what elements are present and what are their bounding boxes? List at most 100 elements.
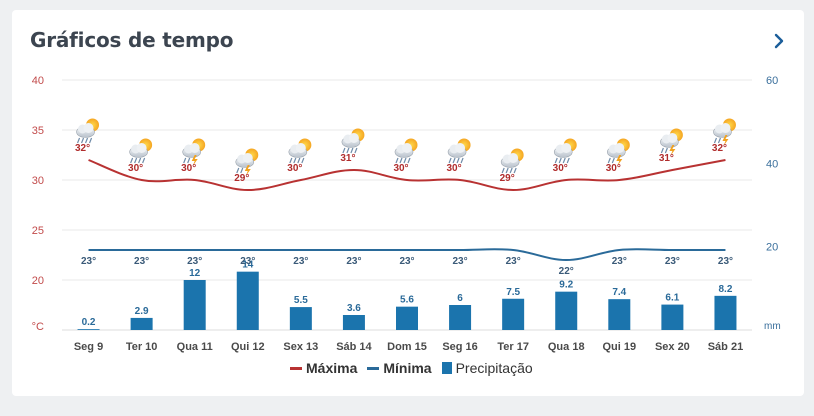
min-temp-label: 23° — [81, 256, 96, 267]
left-axis-tick: 25 — [32, 225, 44, 237]
x-axis-tick: Ter 17 — [497, 341, 529, 353]
precip-bar — [236, 271, 259, 330]
cloud-puff — [189, 143, 200, 153]
rain-icon — [288, 138, 312, 164]
rain-drop — [142, 157, 146, 164]
min-temp-label: 23° — [718, 256, 733, 267]
rain-drop — [289, 157, 293, 164]
rain-drop — [456, 157, 460, 164]
precip-label: 0.2 — [82, 317, 96, 328]
lightning-bolt — [722, 135, 729, 146]
cloud-puff — [508, 153, 519, 163]
rain-icon — [394, 138, 418, 164]
x-axis-tick: Seg 9 — [74, 341, 103, 353]
min-temp-label: 23° — [399, 256, 414, 267]
precip-label: 2.9 — [135, 306, 149, 317]
rain-drop — [297, 157, 301, 164]
rain-drop — [84, 137, 89, 144]
right-axis-tick: 40 — [766, 158, 778, 170]
min-temp-label: 23° — [293, 256, 308, 267]
x-axis-tick: Sáb 21 — [708, 341, 743, 353]
cloud-puff — [83, 123, 94, 133]
precip-bar — [714, 295, 737, 330]
rain-drop — [607, 157, 611, 164]
x-axis-tick: Qua 18 — [548, 341, 585, 353]
legend-item-max[interactable]: Máxima — [290, 360, 357, 376]
storm-icon — [182, 138, 206, 166]
cloud-puff — [402, 143, 412, 153]
max-temp-label: 30° — [606, 163, 621, 174]
precip-label: 14 — [242, 260, 254, 271]
min-temp-label: 23° — [665, 256, 680, 267]
precip-bar — [449, 305, 472, 330]
left-axis-tick: 20 — [32, 275, 44, 287]
cloud-puff — [720, 123, 731, 133]
max-temp-label: 31° — [340, 153, 355, 164]
x-axis-tick: Ter 10 — [126, 341, 158, 353]
rain-drop — [664, 147, 668, 154]
card-title: Gráficos de tempo — [30, 28, 234, 52]
precip-bar — [130, 317, 153, 330]
rain-drop — [660, 147, 664, 154]
legend-item-min[interactable]: Mínima — [367, 360, 432, 376]
x-axis-tick: Qua 11 — [177, 341, 213, 353]
precip-label: 8.2 — [719, 284, 733, 295]
precip-bar — [502, 298, 525, 330]
x-axis-tick: Sex 13 — [283, 341, 318, 353]
x-axis-tick: Qui 12 — [231, 341, 265, 353]
rain-drop — [505, 167, 509, 174]
rain-drop — [399, 157, 403, 164]
min-temp-label: 23° — [187, 256, 202, 267]
rain-icon — [447, 138, 471, 164]
rain-drop — [293, 157, 297, 164]
legend-precip-swatch — [441, 362, 452, 374]
weather-charts-card: Gráficos de tempo — [12, 10, 804, 396]
rain-drop — [611, 157, 615, 164]
max-temp-label: 29° — [234, 173, 249, 184]
min-temp-label: 23° — [506, 256, 521, 267]
rain-drop — [88, 137, 93, 144]
rain-icon — [341, 128, 365, 154]
min-temp-label: 22° — [559, 266, 574, 277]
x-axis-tick: Seg 16 — [442, 341, 477, 353]
rain-drop — [134, 157, 138, 164]
rain-drop — [342, 147, 346, 154]
cloud-puff — [561, 143, 572, 153]
chart-legend: Máxima Mínima Precipitação — [290, 358, 533, 378]
rain-drop — [448, 157, 452, 164]
rain-drop — [395, 157, 399, 164]
rain-drop — [558, 157, 562, 164]
rain-drop — [240, 167, 244, 174]
min-temp-label: 23° — [453, 256, 468, 267]
x-axis-tick: Qui 19 — [602, 341, 636, 353]
rain-drop — [187, 157, 191, 164]
rain-icon — [129, 138, 153, 164]
legend-min-label: Mínima — [383, 360, 432, 376]
rain-icon — [553, 138, 577, 164]
left-axis-unit: °C — [32, 321, 44, 333]
rain-icon — [500, 148, 524, 174]
rain-drop — [403, 157, 407, 164]
rain-drop — [346, 147, 350, 154]
rain-icon — [76, 118, 100, 144]
precip-label: 6 — [457, 293, 463, 304]
precip-bar — [183, 280, 206, 330]
rain-drop — [501, 167, 505, 174]
rain-drop — [566, 157, 570, 164]
precip-label: 12 — [189, 268, 201, 279]
right-axis-tick: 20 — [766, 242, 778, 254]
rain-drop — [713, 137, 718, 144]
min-temp-label: 23° — [240, 256, 255, 267]
max-temp-label: 30° — [393, 163, 408, 174]
max-temp-label: 30° — [553, 163, 568, 174]
left-axis-tick: 35 — [32, 125, 44, 137]
min-temp-label: 23° — [134, 256, 149, 267]
legend-item-precip[interactable]: Precipitação — [441, 360, 533, 376]
lightning-bolt — [191, 155, 198, 166]
lightning-bolt — [616, 155, 623, 166]
precip-bar — [77, 329, 100, 330]
chevron-right-icon[interactable] — [768, 30, 790, 52]
cloud-puff — [295, 143, 306, 153]
lightning-bolt — [244, 165, 251, 176]
